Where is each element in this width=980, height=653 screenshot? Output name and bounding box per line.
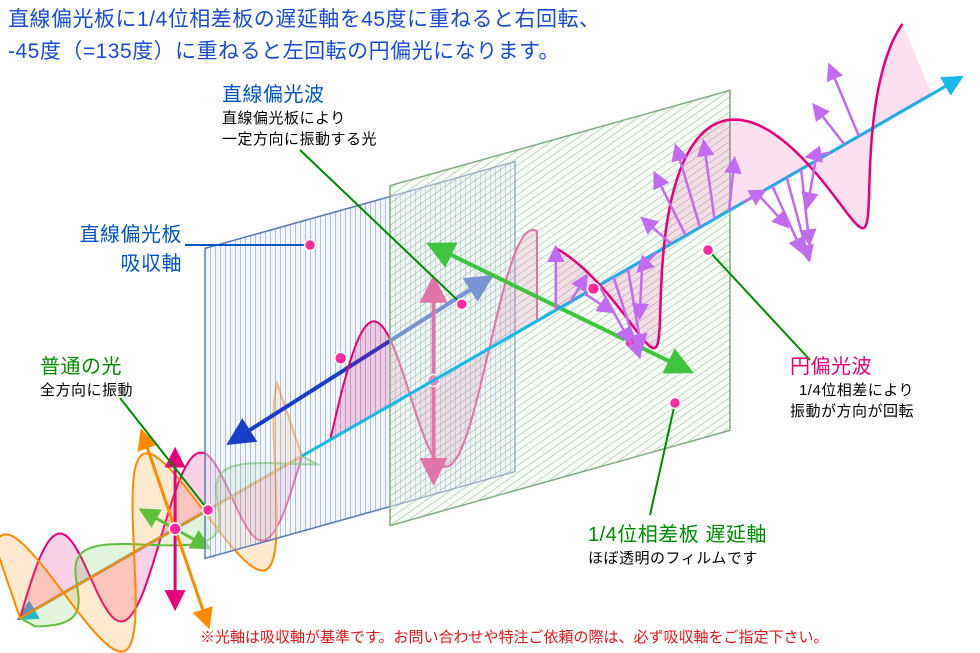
label-ordinary-body: 全方向に振動	[40, 379, 133, 400]
diagram-root: 直線偏光板に1/4位相差板の遅延軸を45度に重ねると右回転、 -45度（=135…	[0, 0, 980, 653]
label-retard-body: ほぼ透明のフィルムです	[588, 547, 767, 568]
label-absorption-t2: 吸収軸	[62, 247, 182, 276]
label-linear-wave-title: 直線偏光波	[222, 78, 377, 107]
label-circular-title: 円偏光波	[790, 350, 914, 379]
title: 直線偏光板に1/4位相差板の遅延軸を45度に重ねると右回転、 -45度（=135…	[8, 4, 601, 67]
label-retard: 1/4位相差板 遅延軸 ほぼ透明のフィルムです	[588, 518, 767, 568]
label-circular-b1: 1/4位相差により	[790, 379, 914, 400]
label-linear-wave-body2: 一定方向に振動する光	[222, 128, 377, 149]
title-line1: 直線偏光板に1/4位相差板の遅延軸を45度に重ねると右回転、	[8, 4, 601, 36]
label-ordinary-title: 普通の光	[40, 350, 133, 379]
label-circular: 円偏光波 1/4位相差により 振動が方向が回転	[790, 350, 914, 421]
label-retard-title: 1/4位相差板 遅延軸	[588, 518, 767, 547]
scene-svg	[0, 0, 980, 653]
footer-note: ※光軸は吸収軸が基準です。お問い合わせや特注ご依頼の際は、必ず吸収軸をご指定下さ…	[200, 626, 970, 647]
title-line2: -45度（=135度）に重ねると左回転の円偏光になります。	[8, 36, 601, 68]
label-absorption-t1: 直線偏光板	[62, 218, 182, 247]
label-linear-wave-body1: 直線偏光板により	[222, 107, 377, 128]
label-ordinary: 普通の光 全方向に振動	[40, 350, 133, 400]
label-linear-wave: 直線偏光波 直線偏光板により 一定方向に振動する光	[222, 78, 377, 149]
label-circular-b2: 振動が方向が回転	[790, 400, 914, 421]
label-absorption: 直線偏光板 吸収軸	[62, 218, 182, 276]
